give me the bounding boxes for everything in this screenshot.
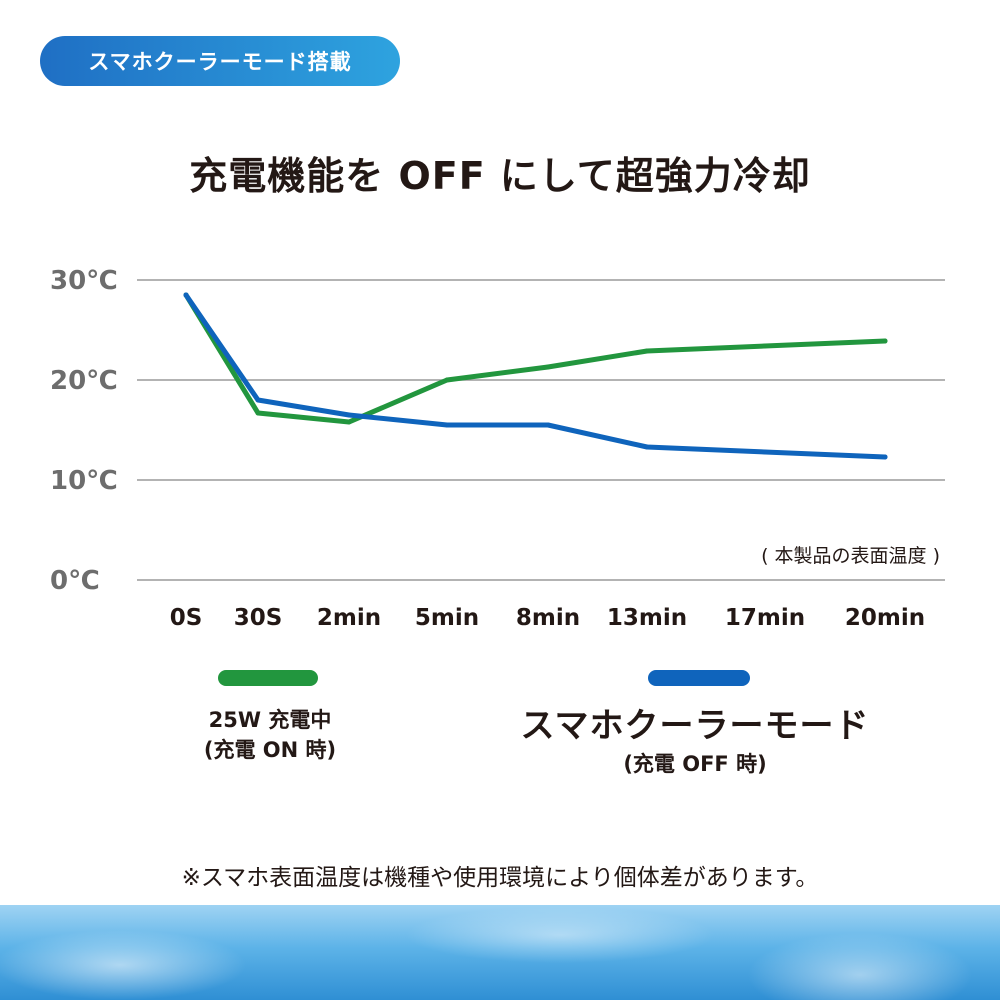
data-point-cooler [762, 449, 768, 455]
data-point-cooler [255, 397, 261, 403]
y-tick-label: 30℃ [50, 266, 118, 296]
series-line-cooler [183, 292, 888, 460]
data-point-charging [644, 348, 650, 354]
y-tick-label: 0℃ [50, 566, 100, 596]
ice-background-image [0, 905, 1000, 1000]
x-tick-label: 20min [845, 605, 925, 631]
feature-badge: スマホクーラーモード搭載 [40, 36, 400, 86]
data-point-cooler [183, 292, 189, 298]
temperature-line-chart: 30℃ 20℃ 10℃ 0℃ ( 本製品の表面温度 ) 0S 30S 2min 5min 8min… [50, 266, 945, 631]
data-point-cooler [882, 454, 888, 460]
x-tick-label: 0S [170, 605, 203, 631]
legend-label-cooler-sub: (充電 OFF 時) [623, 752, 767, 776]
legend-label-charging-line1: 25W 充電中 [208, 708, 332, 732]
legend-label-charging-line2: (充電 ON 時) [203, 738, 337, 762]
legend-label-charging: 25W 充電中 (充電 ON 時) [150, 705, 390, 765]
data-point-cooler [346, 412, 352, 418]
x-tick-label: 17min [725, 605, 805, 631]
page-title: 充電機能を OFF にして超強力冷却 [189, 154, 811, 198]
legend-swatch-charging [218, 670, 318, 686]
data-point-charging [762, 343, 768, 349]
axis-annotation: ( 本製品の表面温度 ) [761, 545, 940, 567]
data-point-charging [545, 364, 551, 370]
legend-label-cooler-title: スマホクーラーモード [520, 706, 870, 746]
y-tick-label: 10℃ [50, 466, 118, 496]
data-point-charging [882, 338, 888, 344]
data-point-charging [255, 410, 261, 416]
x-tick-label: 2min [317, 605, 381, 631]
data-point-cooler [644, 444, 650, 450]
data-point-charging [346, 419, 352, 425]
y-tick-label: 20℃ [50, 366, 118, 396]
x-tick-label: 5min [415, 605, 479, 631]
footnote: ※スマホ表面温度は機種や使用環境により個体差があります。 [181, 865, 819, 891]
x-tick-label: 8min [516, 605, 580, 631]
legend-swatch-cooler [648, 670, 750, 686]
x-tick-label: 30S [234, 605, 283, 631]
x-tick-label: 13min [607, 605, 687, 631]
series-line-charging [183, 292, 888, 425]
data-point-cooler [444, 422, 450, 428]
data-point-charging [444, 377, 450, 383]
data-point-cooler [545, 422, 551, 428]
